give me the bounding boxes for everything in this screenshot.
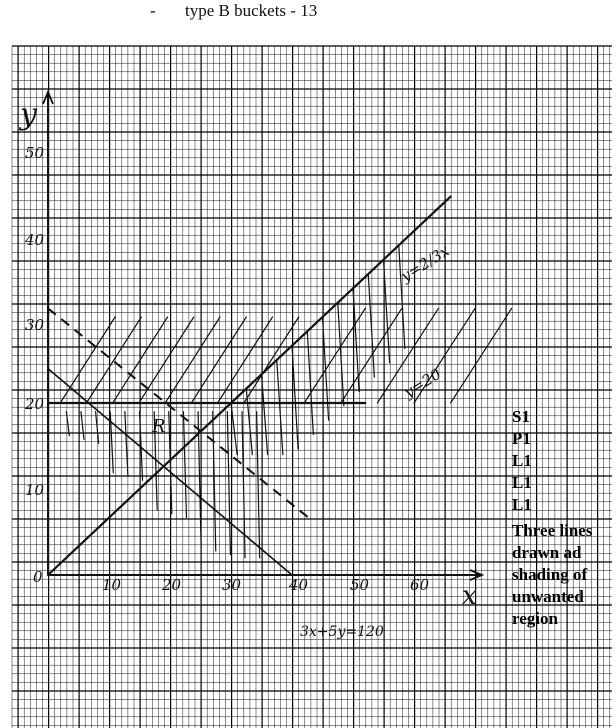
- mark-l1: L1: [512, 451, 532, 470]
- y-tick-label: 10: [25, 481, 45, 499]
- grid-major: [12, 45, 612, 728]
- mark-p1: P1: [512, 429, 531, 448]
- shading-stroke: [243, 316, 300, 404]
- shading-stroke: [216, 316, 274, 404]
- shading-stroke: [226, 411, 231, 556]
- region-label: R: [151, 416, 166, 437]
- shading-stroke: [241, 411, 246, 559]
- shading-stroke: [65, 411, 70, 437]
- x-tick-label: 50: [350, 576, 370, 594]
- x-tick-label: 40: [288, 576, 309, 594]
- heading-text: type B buckets - 13: [185, 1, 318, 20]
- shading-stroke: [276, 359, 284, 456]
- shading-stroke: [212, 411, 217, 552]
- marking-scheme: S1 P1 L1 L1 L1 Three lines drawn ad shad…: [512, 406, 616, 630]
- shading-stroke: [182, 411, 188, 519]
- shading-stroke: [59, 316, 116, 404]
- shading-strokes: [59, 244, 513, 559]
- grid-minor: [11, 46, 612, 728]
- mark-l1: L1: [512, 495, 532, 514]
- x-tick-label: 20: [161, 576, 182, 594]
- shading-stroke: [306, 330, 314, 436]
- mark-l1: L1: [512, 473, 532, 492]
- objective-dashed-line: [47, 307, 311, 520]
- shading-stroke: [164, 316, 221, 404]
- y-axis-label: y: [18, 97, 38, 132]
- plot-line-y-2-3x: [46, 195, 452, 577]
- shading-stroke: [352, 287, 360, 393]
- shading-stroke: [112, 316, 169, 404]
- x-axis-label: x: [462, 581, 477, 611]
- shading-stroke: [94, 411, 100, 444]
- shading-stroke: [124, 411, 129, 478]
- x-tick-label: 60: [410, 576, 430, 594]
- shading-stroke: [291, 345, 299, 450]
- shading-stroke: [413, 307, 476, 404]
- y-tick-label: 40: [24, 231, 45, 249]
- shading-stroke: [450, 307, 513, 404]
- shading-stroke: [367, 273, 375, 378]
- line-label-3x-5y-120: 3x+5y=120: [300, 624, 384, 640]
- x-arrow: [469, 569, 485, 581]
- y-arrow: [42, 89, 54, 105]
- shading-stroke: [80, 411, 85, 441]
- shading-stroke: [85, 316, 142, 404]
- shading-stroke: [256, 411, 261, 559]
- y-tick-label: 0: [33, 568, 43, 586]
- marking-note: Three lines drawn ad shading of unwanted…: [512, 521, 593, 628]
- shading-stroke: [153, 411, 158, 511]
- x-tick-label: 10: [102, 576, 122, 594]
- shading-stroke: [190, 316, 247, 404]
- bullet-dash: -: [150, 1, 156, 20]
- plot-lines: [46, 195, 452, 577]
- shading-stroke: [230, 402, 238, 456]
- y-tick-label: 50: [25, 144, 45, 162]
- shading-stroke: [398, 244, 406, 350]
- shading-stroke: [340, 307, 403, 404]
- shading-stroke: [337, 302, 345, 407]
- y-tick-label: 30: [25, 316, 45, 334]
- shading-stroke: [138, 411, 144, 481]
- shading-stroke: [260, 373, 269, 456]
- plot-line-3x-5y-120: [47, 367, 293, 576]
- shading-stroke: [168, 411, 173, 515]
- mark-s1: S1: [512, 407, 530, 426]
- shading-stroke: [376, 307, 439, 404]
- shading-stroke: [245, 388, 253, 456]
- shading-stroke: [382, 259, 391, 364]
- question-heading: - type B buckets - 13: [150, 0, 450, 24]
- x-tick-label: 30: [222, 576, 242, 594]
- y-tick-label: 20: [24, 395, 45, 413]
